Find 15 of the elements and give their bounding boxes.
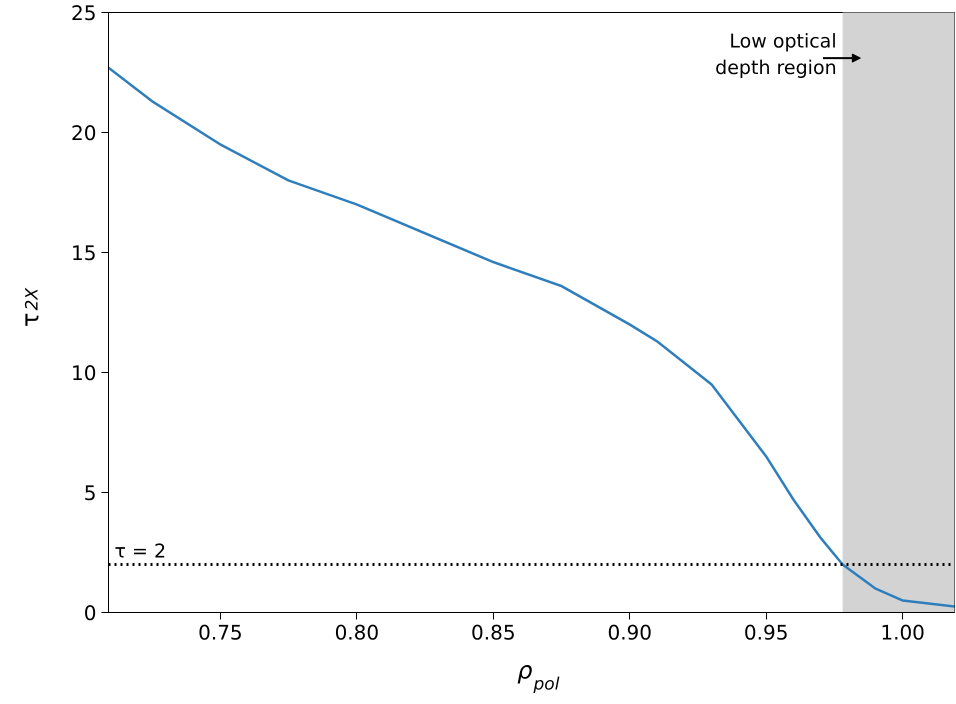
y-tick-label: 25 [71, 1, 97, 25]
y-tick-label: 15 [71, 241, 97, 265]
x-tick-label: 0.75 [198, 620, 243, 644]
y-tick-label: 0 [84, 601, 97, 625]
ref-line-label: τ = 2 [114, 540, 166, 562]
x-tick-label: 0.90 [607, 620, 652, 644]
y-tick-label: 20 [71, 121, 97, 145]
y-tick-label: 5 [84, 481, 97, 505]
x-tick-label: 0.80 [334, 620, 380, 644]
y-tick-label: 10 [71, 361, 97, 385]
x-tick-label: 0.85 [471, 620, 516, 644]
y-axis-title: τ2X [16, 288, 44, 327]
annotation: Low optical depth region [715, 30, 837, 79]
x-tick-label: 0.95 [744, 620, 788, 644]
x-tick-label: 1.00 [880, 620, 925, 644]
